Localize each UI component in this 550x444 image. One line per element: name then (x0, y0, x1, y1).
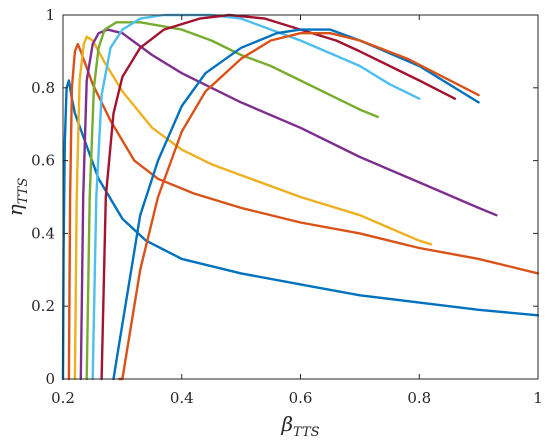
y-axis-label: ηTTS (3, 178, 31, 217)
y-tick-label: 0.8 (31, 79, 55, 97)
series-line-7 (100, 13, 457, 381)
series-line-2 (67, 42, 540, 381)
series-line-5 (85, 21, 379, 381)
x-tick-label: 0.8 (407, 389, 431, 407)
series-line-4 (79, 28, 498, 381)
x-axis-label: βTTS (280, 412, 319, 440)
x-tick-label: 0.4 (170, 389, 194, 407)
y-tick-label: 0.2 (31, 297, 55, 315)
y-tick-label: 1 (45, 6, 55, 24)
ticks-layer: 0.2 0.4 0.6 0.8 100.20.40.60.81 (31, 6, 543, 407)
x-tick-label: 0.6 (289, 389, 313, 407)
series-line-1 (61, 79, 540, 381)
series-line-9 (118, 32, 480, 381)
y-tick-label: 0.6 (31, 152, 55, 170)
series-line-3 (73, 35, 433, 381)
y-tick-label: 0.4 (31, 224, 55, 242)
y-tick-label: 0 (45, 370, 55, 388)
x-tick-label: 1 (533, 389, 543, 407)
x-tick-label: 0.2 (51, 389, 75, 407)
